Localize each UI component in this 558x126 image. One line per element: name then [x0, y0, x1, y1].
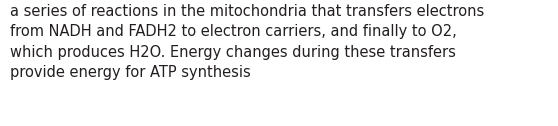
Text: a series of reactions in the mitochondria that transfers electrons
from NADH and: a series of reactions in the mitochondri…: [10, 4, 484, 80]
